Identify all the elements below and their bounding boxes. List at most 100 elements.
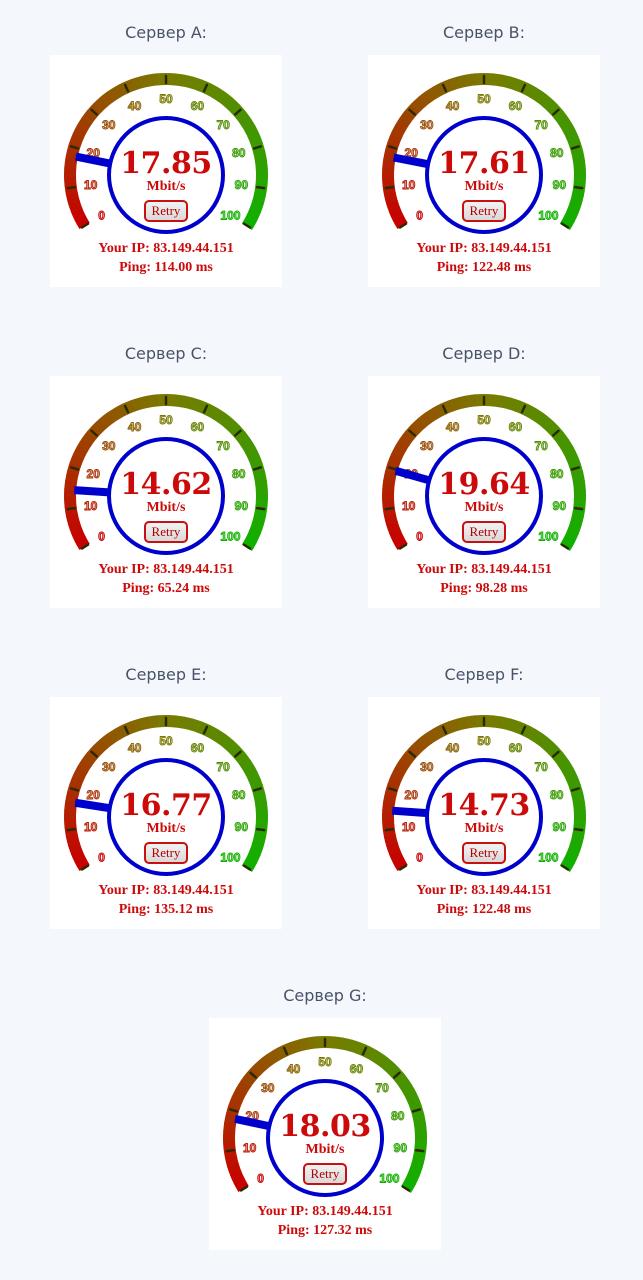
gauge-arc-segment <box>410 738 427 755</box>
gauge-arc-segment <box>173 73 186 87</box>
gauge-arc-segment <box>390 124 406 139</box>
gauge-arc-segment <box>448 76 462 91</box>
speed-value: 14.62 <box>120 467 212 502</box>
gauge-arc-segment <box>65 470 79 483</box>
gauge-arc-segment <box>383 791 397 804</box>
gauge-tick-mark <box>123 83 130 93</box>
speed-value: 17.85 <box>120 146 212 181</box>
gauge-arc-segment <box>412 1113 426 1126</box>
gauge-arc-segment <box>536 734 552 750</box>
gauge-arc-segment <box>408 1163 423 1177</box>
gauge-arc-segment <box>573 819 586 830</box>
gauge-tick-mark <box>123 725 130 735</box>
gauge-arc-segment <box>370 1050 386 1066</box>
ping-text: Ping: 65.24 ms <box>122 581 210 596</box>
gauge-arc-segment <box>68 199 83 213</box>
gauge-arc-segment <box>571 150 585 163</box>
gauge-arc-segment <box>491 73 504 87</box>
gauge-tick-mark <box>441 404 448 414</box>
gauge-arc-segment <box>69 774 85 789</box>
gauge-tick-mark <box>242 864 252 871</box>
gauge-arc-segment <box>571 792 585 805</box>
gauge-tick-mark <box>255 827 266 832</box>
gauge-arc-segment <box>417 733 433 749</box>
gauge-tick-mark <box>252 145 263 150</box>
gauge-tick-mark <box>570 145 581 150</box>
ip-address-text: Your IP: 83.149.44.151 <box>416 241 552 256</box>
gauge-tick-mark <box>573 506 584 511</box>
gauge-tick-label: 80 <box>232 146 246 160</box>
gauge-arc-segment <box>211 408 227 424</box>
gauge-tick-mark <box>384 827 395 832</box>
gauge-arc-segment <box>224 1155 239 1168</box>
gauge-arc-segment <box>240 1072 256 1088</box>
gauge-tick-label: 60 <box>191 741 205 755</box>
gauge-arc-segment <box>99 91 115 107</box>
server-card-c: Сервер C: 0 10 20 30 40 50 60 70 80 90 100 14.62 M… <box>50 343 282 609</box>
gauge-center-ring <box>425 437 543 555</box>
gauge-arc-segment <box>394 758 411 774</box>
gauge-tick-mark <box>441 83 448 93</box>
gauge-arc-segment <box>383 513 398 526</box>
gauge-arc-segment <box>69 453 85 468</box>
gauge-tick-mark <box>520 404 527 414</box>
gauge-arc-segment <box>251 514 266 527</box>
gauge-arc-segment <box>265 1049 281 1065</box>
gauge-arc-segment <box>240 117 256 133</box>
gauge-tick-label: 40 <box>446 741 460 755</box>
gauge-arc-segment <box>403 1088 419 1103</box>
gauge-arc-segment <box>507 718 521 733</box>
gauge-tick-label: 10 <box>84 178 98 192</box>
gauge-arc-segment <box>235 431 252 447</box>
gauge-tick-mark <box>560 864 570 871</box>
gauge-arc-segment <box>542 418 558 434</box>
gauge-arc-segment <box>563 529 579 544</box>
retry-button[interactable]: Retry <box>462 842 506 864</box>
gauge-arc-segment <box>253 471 267 484</box>
gauge-arc-segment <box>386 199 401 213</box>
gauge-tick-mark <box>233 750 242 758</box>
gauge-tick-mark <box>90 429 99 437</box>
gauge-needle <box>391 806 432 818</box>
gauge-arc-segment <box>553 431 570 447</box>
ping-text: Ping: 98.28 ms <box>440 581 528 596</box>
gauge-tick-mark <box>387 787 398 792</box>
gauge-tick-mark <box>252 787 263 792</box>
gauge-arc-segment <box>542 739 558 755</box>
gauge-arc-segment <box>410 96 427 113</box>
retry-button[interactable]: Retry <box>462 200 506 222</box>
speed-unit: Mbit/s <box>464 500 504 515</box>
gauge-arc-segment <box>529 87 545 103</box>
gauge-tick-label: 0 <box>98 208 105 222</box>
gauge-arc-segment <box>218 734 234 750</box>
gauge-arc-segment <box>399 430 415 446</box>
server-title: Сервер E: <box>125 665 207 684</box>
gauge-tick-mark <box>551 750 560 758</box>
gauge-tick-label: 90 <box>235 499 249 513</box>
gauge-tick-mark <box>384 185 395 190</box>
gauge-tick-mark <box>392 1071 401 1079</box>
gauge-arc-segment <box>382 818 395 829</box>
retry-button[interactable]: Retry <box>144 200 188 222</box>
gauge-arc-segment <box>147 73 160 87</box>
gauge-tick-label: 70 <box>376 1081 390 1095</box>
retry-button[interactable]: Retry <box>462 521 506 543</box>
speed-value: 18.03 <box>279 1109 371 1144</box>
gauge-tick-label: 20 <box>405 788 419 802</box>
retry-button[interactable]: Retry <box>303 1163 347 1185</box>
retry-button[interactable]: Retry <box>144 521 188 543</box>
gauge-tick-label: 50 <box>477 413 491 427</box>
speed-unit: Mbit/s <box>464 821 504 836</box>
gauge-arc-segment <box>563 208 579 223</box>
gauge-tick-mark <box>233 108 242 116</box>
retry-button[interactable]: Retry <box>144 842 188 864</box>
gauge-arc-segment <box>81 109 97 125</box>
gauge-arc-segment <box>223 1121 237 1133</box>
ip-address-text: Your IP: 83.149.44.151 <box>257 1204 393 1219</box>
